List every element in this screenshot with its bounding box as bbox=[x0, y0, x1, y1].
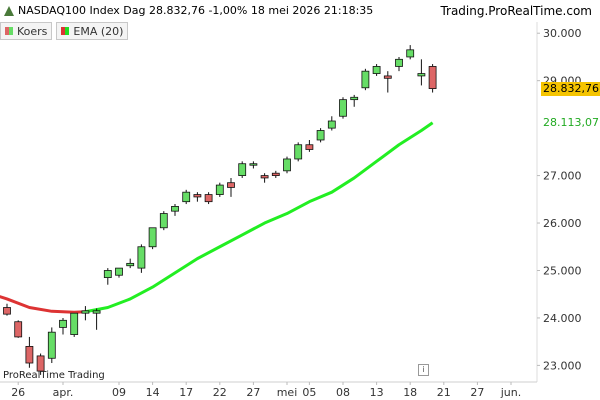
x-tick-label: 08 bbox=[336, 386, 350, 399]
candle-up bbox=[249, 163, 258, 166]
candle-down bbox=[14, 321, 23, 338]
site-name: Trading.ProRealTime.com bbox=[440, 4, 592, 18]
chart-title: NASDAQ100 Index Dag 28.832,76 -1,00% 18 … bbox=[18, 4, 373, 17]
koers-swatch-icon bbox=[5, 27, 13, 35]
x-tick-label: 26 bbox=[11, 386, 25, 399]
ema-line-up bbox=[85, 121, 434, 314]
candle-down bbox=[305, 144, 314, 150]
y-tick-label: 24.000 bbox=[543, 312, 582, 325]
legend-item-ema[interactable]: EMA (20) bbox=[56, 22, 129, 40]
candle-up bbox=[103, 270, 112, 279]
candle-up bbox=[171, 206, 179, 212]
candle-down bbox=[204, 194, 213, 203]
x-tick-label: 09 bbox=[112, 386, 126, 399]
candle-up bbox=[59, 319, 67, 328]
candle-up bbox=[350, 96, 359, 101]
candle-up bbox=[47, 331, 56, 359]
candle-up bbox=[294, 144, 303, 160]
instrument-name: NASDAQ100 Index Dag bbox=[18, 4, 146, 17]
candle-up bbox=[316, 130, 325, 141]
legend-label-koers: Koers bbox=[17, 24, 48, 38]
candle-down bbox=[428, 66, 437, 89]
candle-up bbox=[283, 158, 291, 172]
candle-down bbox=[383, 75, 392, 79]
x-tick-label: 13 bbox=[370, 386, 384, 399]
price-change: -1,00% bbox=[208, 4, 248, 17]
x-tick-label: 14 bbox=[146, 386, 160, 399]
candle-down bbox=[227, 182, 235, 188]
x-tick-label: 18 bbox=[403, 386, 417, 399]
ema-swatch-icon bbox=[61, 27, 70, 35]
x-tick-label: jun. bbox=[500, 386, 522, 399]
x-tick-label: mei bbox=[277, 386, 298, 399]
candle-up bbox=[81, 310, 90, 314]
candle-up bbox=[406, 49, 415, 58]
candle-up bbox=[92, 310, 101, 314]
candle-down bbox=[36, 355, 45, 372]
quote-datetime: 18 mei 2026 21:18:35 bbox=[250, 4, 374, 17]
candle-up bbox=[126, 262, 135, 267]
y-tick-label: 26.000 bbox=[543, 217, 582, 230]
y-tick-label: 27.000 bbox=[543, 170, 582, 183]
info-icon[interactable]: i bbox=[418, 364, 429, 376]
candle-down bbox=[25, 346, 34, 364]
candle-up bbox=[395, 58, 403, 67]
x-tick-label: 27 bbox=[470, 386, 484, 399]
x-tick-label: 22 bbox=[213, 386, 227, 399]
y-tick-label: 23.000 bbox=[543, 359, 582, 372]
candle-up bbox=[182, 191, 191, 203]
last-price: 28.832,76 bbox=[148, 4, 205, 17]
x-tick-label: apr. bbox=[53, 386, 74, 399]
candle-down bbox=[193, 194, 202, 198]
candle-up bbox=[327, 120, 336, 129]
candle-up bbox=[159, 213, 168, 229]
candle-up bbox=[215, 184, 224, 195]
candle-up bbox=[148, 227, 157, 248]
candle-up bbox=[361, 70, 370, 89]
logo-icon bbox=[4, 6, 14, 16]
footer-brand: ProRealTime Trading bbox=[3, 370, 105, 381]
candle-up bbox=[339, 99, 347, 117]
ema-price-tag: 28.113,07 bbox=[541, 115, 600, 130]
chart-header: NASDAQ100 Index Dag 28.832,76 -1,00% 18 … bbox=[0, 0, 600, 22]
y-tick-label: 30.000 bbox=[543, 27, 582, 40]
candle-up bbox=[115, 267, 123, 276]
candle-down bbox=[271, 172, 280, 176]
candle-up bbox=[238, 163, 247, 176]
x-tick-label: 17 bbox=[179, 386, 193, 399]
candle-up bbox=[137, 246, 146, 269]
candle-down bbox=[3, 307, 11, 315]
y-tick-label: 25.000 bbox=[543, 264, 582, 277]
x-tick-label: 05 bbox=[302, 386, 316, 399]
ema-line-down bbox=[0, 295, 86, 314]
last-price-tag: 28.832,76 bbox=[541, 81, 600, 96]
x-tick-label: 21 bbox=[437, 386, 451, 399]
legend-label-ema: EMA (20) bbox=[73, 24, 124, 38]
indicator-legend: Koers EMA (20) bbox=[0, 22, 129, 40]
candle-up bbox=[70, 312, 79, 335]
candle-up bbox=[417, 73, 426, 77]
candle-up bbox=[372, 66, 381, 74]
x-tick-label: 27 bbox=[246, 386, 260, 399]
legend-item-koers[interactable]: Koers bbox=[0, 22, 53, 40]
candle-down bbox=[260, 175, 269, 179]
